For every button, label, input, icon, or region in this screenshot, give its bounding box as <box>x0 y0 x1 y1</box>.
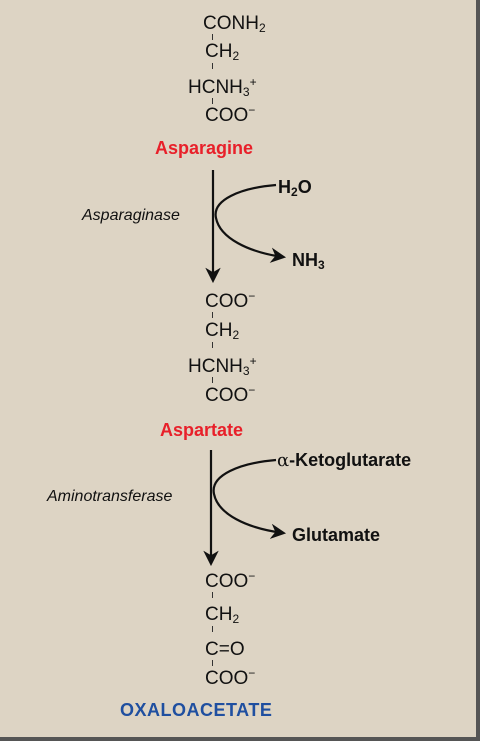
bond <box>212 98 213 104</box>
asparaginase-enzyme-label: Asparaginase <box>82 207 180 224</box>
alpha-ketoglutarate-input: α-Ketoglutarate <box>277 450 412 471</box>
bond <box>212 342 213 348</box>
bond <box>212 312 213 318</box>
oxaloacetate-line-4: COO− <box>205 666 256 689</box>
asparagine-line-2: CH2 <box>205 41 240 63</box>
asparaginase-side-arrow <box>214 183 287 263</box>
asparagine-name: Asparagine <box>155 138 254 158</box>
water-input: H2O <box>278 177 312 199</box>
asparagine-line-3: HCNH3+ <box>188 75 257 99</box>
bond <box>212 660 213 666</box>
oxaloacetate-name: OXALOACETATE <box>120 700 273 720</box>
glutamate-output: Glutamate <box>292 525 381 545</box>
oxaloacetate-line-3: C=O <box>205 639 245 660</box>
asparagine-line-1: CONH2 <box>203 13 266 35</box>
bond <box>212 592 213 598</box>
bond <box>212 626 213 632</box>
aspartate-line-4: COO− <box>205 383 256 406</box>
aminotransferase-side-arrow <box>212 458 287 539</box>
bond <box>212 377 213 383</box>
oxaloacetate-line-2: CH2 <box>205 604 240 626</box>
oxaloacetate-line-1: COO− <box>205 569 256 592</box>
aspartate-line-3: HCNH3+ <box>188 354 257 378</box>
bond <box>212 63 213 69</box>
asparagine-line-4: COO− <box>205 103 256 126</box>
aspartate-line-1: COO− <box>205 289 256 312</box>
ammonia-output: NH3 <box>292 250 325 272</box>
aminotransferase-enzyme-label: Aminotransferase <box>47 488 173 505</box>
aspartate-name: Aspartate <box>160 420 244 440</box>
bond <box>212 34 213 40</box>
aspartate-line-2: CH2 <box>205 320 240 342</box>
